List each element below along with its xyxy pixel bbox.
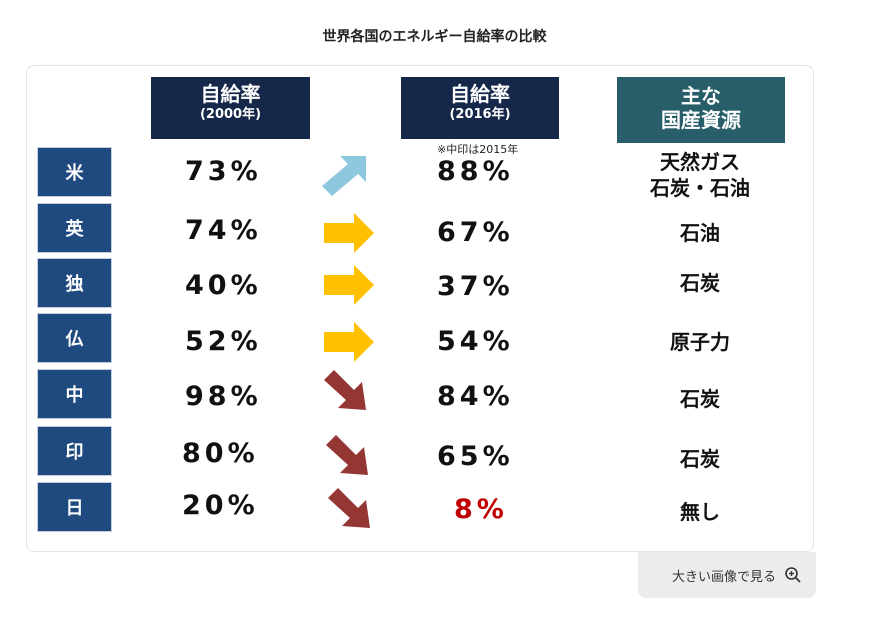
view-larger-button[interactable]: 大きい画像で見る [638, 552, 816, 598]
rate-2016: 37% [437, 271, 514, 302]
resource-line1: 天然ガス [660, 150, 740, 174]
energy-table-image[interactable] [26, 65, 814, 552]
resource-cell: 天然ガス 石炭・石油 [620, 149, 780, 201]
resource-cell: 石炭 [680, 387, 720, 411]
header-resources-line2: 国産資源 [661, 108, 741, 132]
resource-cell: 石炭 [680, 447, 720, 471]
rate-2000: 20% [182, 490, 259, 521]
page-title: 世界各国のエネルギー自給率の比較 [322, 29, 547, 45]
trend-down-arrow [326, 435, 368, 475]
country-label: 中 [37, 369, 112, 419]
header-2016-line1: 自給率 [450, 82, 510, 106]
header-resources-line1: 主な [681, 84, 721, 108]
resource-cell: 石炭 [680, 271, 720, 295]
rate-2016-highlight: 8% [454, 494, 508, 525]
country-label: 英 [37, 203, 112, 253]
zoom-in-icon [785, 567, 801, 583]
resource-line2: 石炭・石油 [650, 176, 750, 200]
country-label: 米 [37, 147, 112, 197]
resource-cell: 原子力 [670, 330, 730, 354]
country-label: 独 [37, 258, 112, 308]
header-2000-line2: (2000年) [199, 107, 262, 122]
rate-2016: 67% [437, 217, 514, 248]
trend-down-arrow [328, 488, 370, 528]
rate-2016: 65% [437, 441, 514, 472]
rate-2000: 52% [185, 326, 262, 357]
footnote: ※中印は2015年 [437, 143, 519, 156]
trend-flat-arrow [324, 213, 374, 253]
rate-2000: 40% [185, 270, 262, 301]
header-2016-line2: (2016年) [449, 107, 511, 122]
country-label: 仏 [37, 313, 112, 363]
header-resources: 主な 国産資源 [617, 77, 785, 143]
trend-up-arrow [322, 156, 366, 196]
view-larger-label: 大きい画像で見る [671, 569, 776, 585]
header-2000-line1: 自給率 [200, 82, 261, 106]
trend-flat-arrow [324, 322, 374, 362]
rate-2016: 54% [437, 326, 514, 357]
rate-2000: 74% [185, 215, 262, 246]
resource-cell: 石油 [680, 221, 720, 245]
rate-2016: 88% [437, 156, 514, 187]
header-2016: 自給率 (2016年) [401, 77, 559, 139]
rate-2016: 84% [437, 381, 514, 412]
rate-2000: 73% [185, 156, 262, 187]
resource-cell: 無し [680, 500, 720, 524]
header-2000: 自給率 (2000年) [151, 77, 310, 139]
rate-2000: 80% [182, 438, 259, 469]
country-label: 印 [37, 426, 112, 476]
trend-flat-arrow [324, 265, 374, 305]
trend-down-arrow [324, 370, 366, 410]
rate-2000: 98% [185, 381, 262, 412]
country-label: 日 [37, 482, 112, 532]
